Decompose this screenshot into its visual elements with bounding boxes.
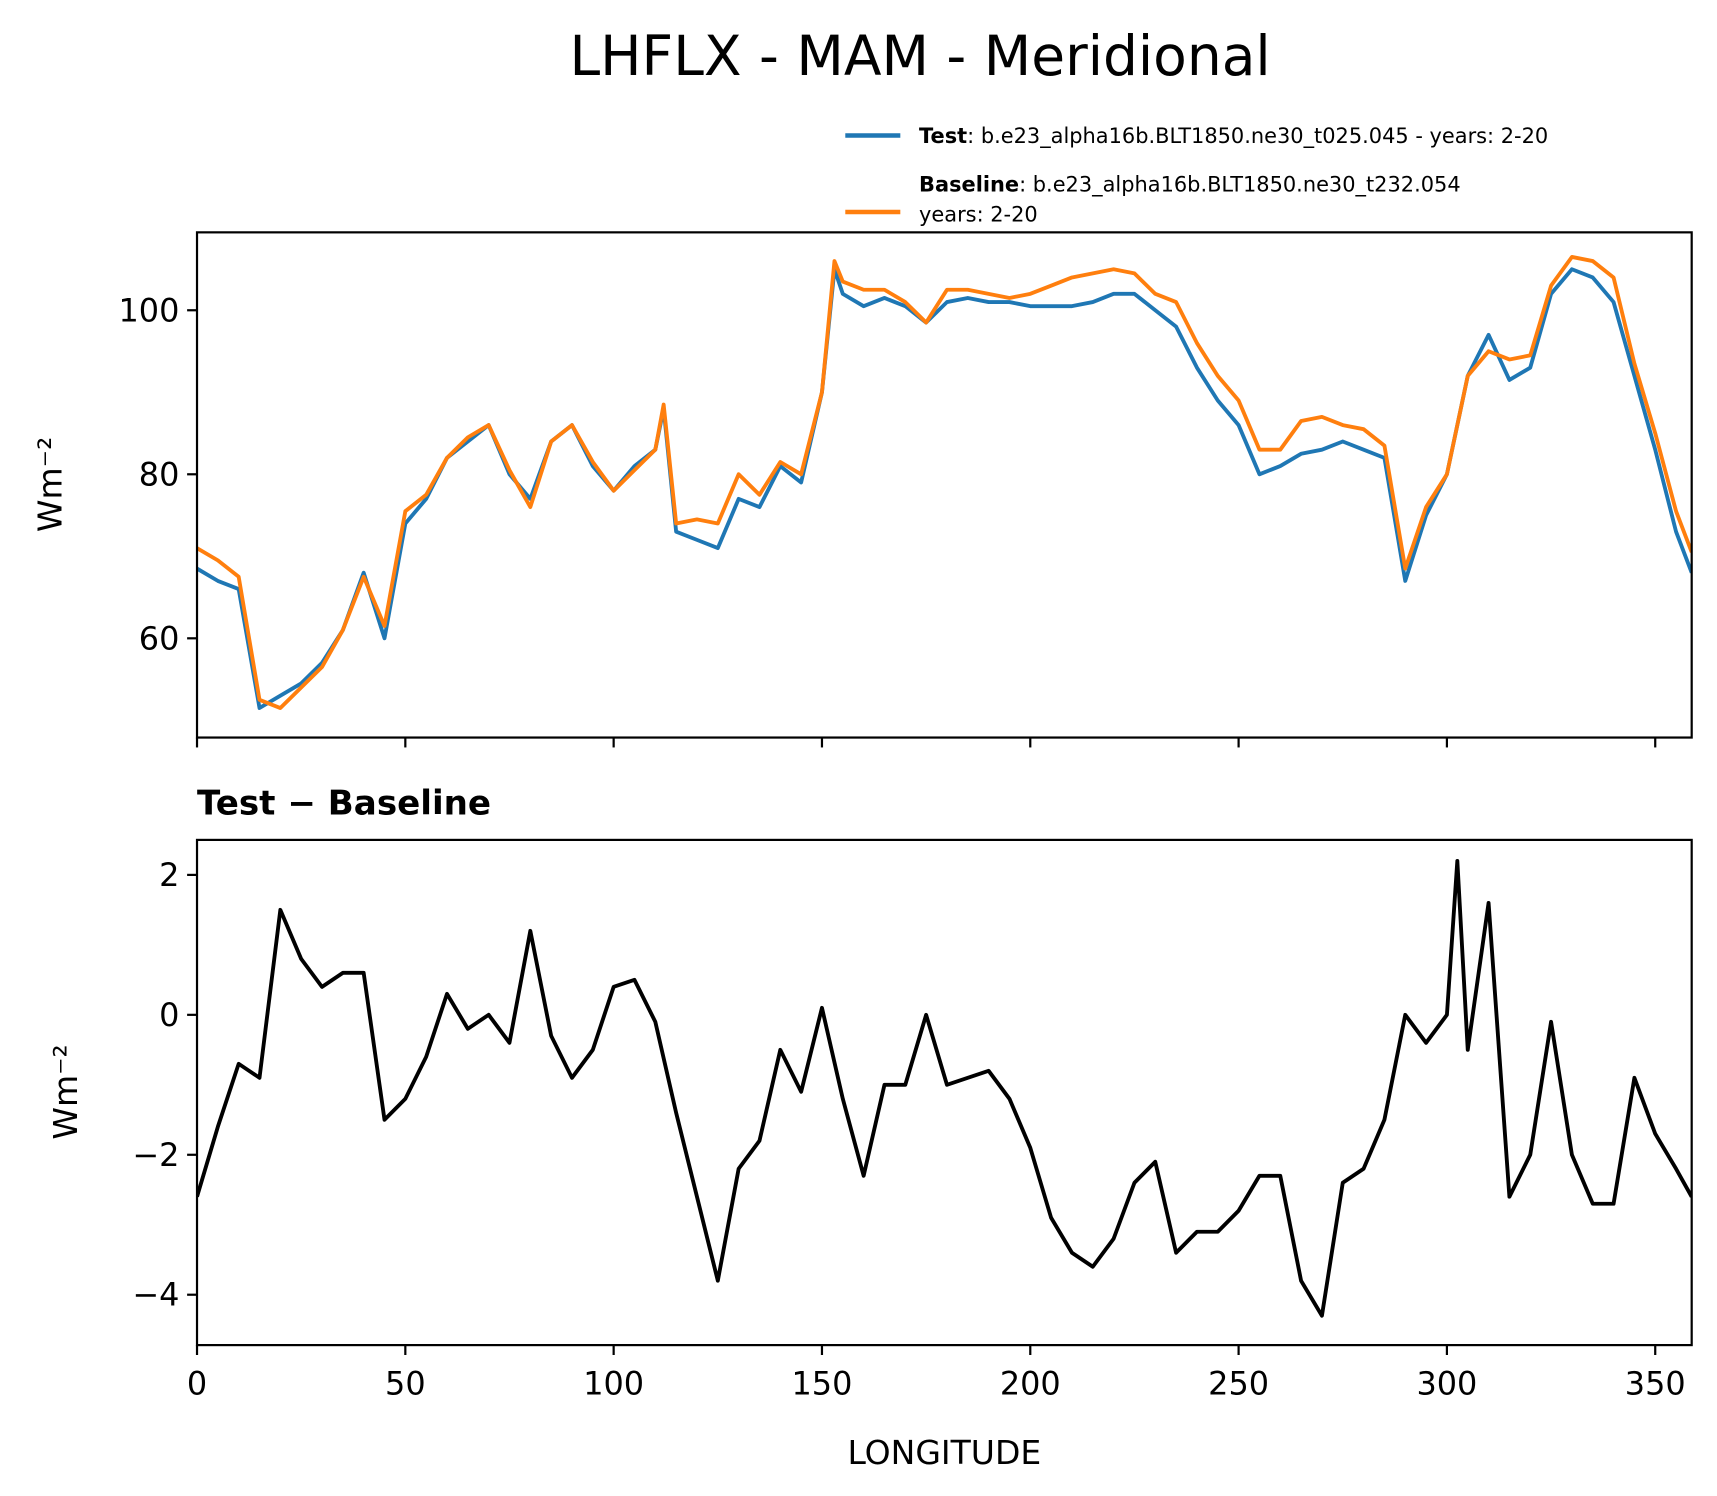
y-tick-label: −4 [132, 1276, 179, 1314]
legend-description: : b.e23_alpha16b.BLT1850.ne30_t025.045 -… [967, 124, 1548, 148]
y-tick-label: 2 [159, 856, 179, 894]
plot-area [197, 858, 1692, 1318]
y-tick-label: 0 [159, 996, 179, 1034]
y-axis-label: Wm⁻² [46, 1044, 85, 1139]
data-line [197, 858, 1692, 1318]
y-tick-label: 100 [118, 291, 179, 329]
x-tick-label: 0 [187, 1365, 207, 1403]
axes-frame [195, 838, 1693, 1347]
x-tick-label: 100 [583, 1365, 644, 1403]
y-tick-label: −2 [132, 1136, 179, 1174]
x-tick-label: 150 [792, 1365, 853, 1403]
legend-text: Baseline: b.e23_alpha16b.BLT1850.ne30_t2… [919, 173, 1461, 197]
x-tick-label: 350 [1625, 1365, 1686, 1403]
legend-text: years: 2-20 [919, 202, 1038, 226]
x-tick-label: 200 [1000, 1365, 1061, 1403]
x-tick-label: 250 [1208, 1365, 1269, 1403]
y-axis-label: Wm⁻² [31, 437, 70, 532]
x-tick-label: 50 [385, 1365, 426, 1403]
legend-description: : b.e23_alpha16b.BLT1850.ne30_t232.054 [1019, 173, 1461, 197]
figure-title: LHFLX - MAM - Meridional [570, 24, 1271, 88]
data-line [197, 255, 1692, 710]
legend-name: Test [919, 124, 967, 148]
y-tick-label: 80 [139, 455, 180, 493]
legend-name: Baseline [919, 173, 1019, 197]
x-tick-label: 300 [1416, 1365, 1477, 1403]
axes-frame [195, 231, 1693, 739]
x-axis-label: LONGITUDE [847, 1433, 1041, 1472]
legend-text: Test: b.e23_alpha16b.BLT1850.ne30_t025.0… [919, 124, 1548, 148]
plot-area [197, 255, 1692, 710]
panel-title: Test − Baseline [197, 784, 491, 824]
y-tick-label: 60 [139, 619, 180, 657]
